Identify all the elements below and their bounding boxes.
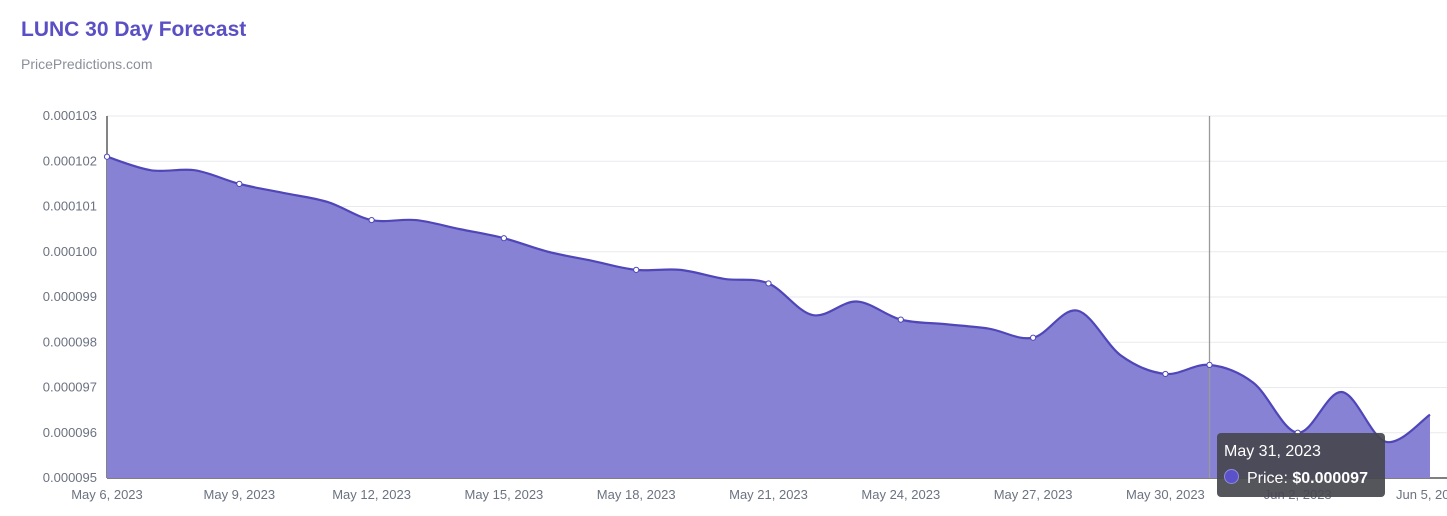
- x-tick-label: May 27, 2023: [994, 487, 1073, 502]
- data-point: [1162, 370, 1169, 378]
- data-point: [633, 266, 640, 273]
- data-point: [1206, 361, 1213, 368]
- y-tick-label: 0.000099: [43, 289, 97, 304]
- data-point: [236, 180, 243, 187]
- price-line: [106, 155, 1431, 444]
- price-area: [107, 156, 1430, 478]
- x-tick-label: May 6, 2023: [71, 487, 143, 502]
- tooltip-price-value: $0.000097: [1292, 470, 1368, 487]
- tooltip-price-row: Price: $0.000097: [1224, 469, 1368, 488]
- y-tick-label: 0.000101: [43, 199, 97, 214]
- data-point: [1030, 334, 1037, 341]
- chart-title: LUNC 30 Day Forecast: [21, 18, 247, 41]
- data-point: [897, 316, 904, 323]
- x-tick-label: May 12, 2023: [332, 487, 411, 502]
- y-tick-label: 0.000100: [43, 244, 97, 259]
- x-tick-label: May 21, 2023: [729, 487, 808, 502]
- y-tick-label: 0.000097: [43, 380, 97, 395]
- tooltip-date: May 31, 2023: [1224, 443, 1321, 460]
- tooltip-price-label: Price:: [1247, 470, 1293, 487]
- data-point: [368, 216, 375, 224]
- data-point: [500, 235, 507, 242]
- x-tick-label: Jun 5, 2023: [1396, 487, 1447, 502]
- chart-tooltip: May 31, 2023 Price: $0.000097: [1217, 433, 1385, 497]
- y-tick-label: 0.000098: [43, 334, 97, 349]
- x-tick-label: May 9, 2023: [204, 487, 276, 502]
- y-tick-label: 0.000095: [43, 470, 97, 485]
- y-tick-label: 0.000103: [43, 108, 97, 123]
- data-point: [765, 280, 772, 287]
- x-tick-label: May 30, 2023: [1126, 487, 1205, 502]
- y-tick-label: 0.000096: [43, 425, 97, 440]
- x-tick-label: May 18, 2023: [597, 487, 676, 502]
- x-tick-label: May 15, 2023: [465, 487, 544, 502]
- series-dot-icon: [1224, 469, 1239, 484]
- y-tick-label: 0.000102: [43, 153, 97, 168]
- data-point: [103, 153, 111, 160]
- chart-subtitle: PricePredictions.com: [21, 56, 153, 72]
- x-tick-label: May 24, 2023: [861, 487, 940, 502]
